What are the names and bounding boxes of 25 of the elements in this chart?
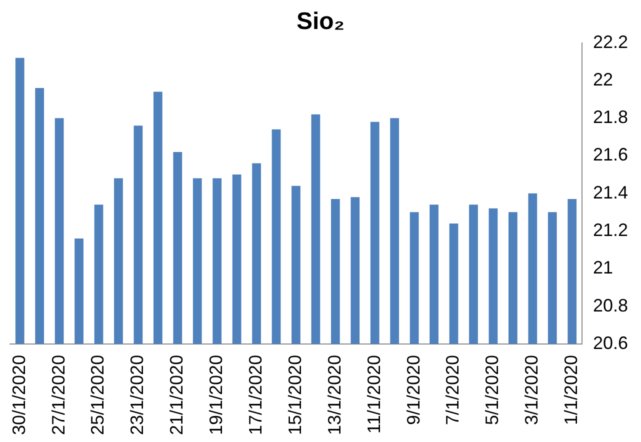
x-tick-label: 21/1/2020 (166, 354, 187, 435)
y-tick-label: 21.6 (592, 144, 628, 165)
x-tick-label: 30/1/2020 (8, 354, 29, 435)
y-tick-label: 21.2 (592, 220, 628, 240)
y-tick-label: 22.2 (592, 32, 628, 52)
y-tick-label: 21.8 (592, 107, 628, 128)
x-tick-label: 13/1/2020 (324, 354, 344, 435)
y-tick-label: 20.6 (592, 332, 628, 353)
x-tick-label: 9/1/2020 (403, 354, 424, 425)
y-tick-label: 21 (592, 258, 613, 278)
x-tick-label: 1/1/2020 (561, 354, 582, 425)
x-tick-label: 17/1/2020 (246, 354, 266, 435)
x-tick-label: 19/1/2020 (206, 354, 226, 435)
x-tick-label: 23/1/2020 (127, 354, 148, 435)
x-tick-label: 15/1/2020 (284, 354, 305, 435)
x-tick-label: 7/1/2020 (442, 354, 463, 425)
y-tick-label: 22 (592, 69, 613, 90)
chart-title: Sio₂ (296, 8, 344, 36)
y-tick-label: 20.8 (592, 295, 628, 316)
x-tick-label: 11/1/2020 (364, 354, 384, 434)
x-tick-label: 27/1/2020 (48, 354, 68, 435)
y-tick-label: 21.4 (592, 182, 628, 202)
x-tick-label: 25/1/2020 (88, 354, 108, 435)
x-tick-label: 5/1/2020 (482, 354, 502, 425)
x-tick-label: 3/1/2020 (522, 354, 542, 425)
